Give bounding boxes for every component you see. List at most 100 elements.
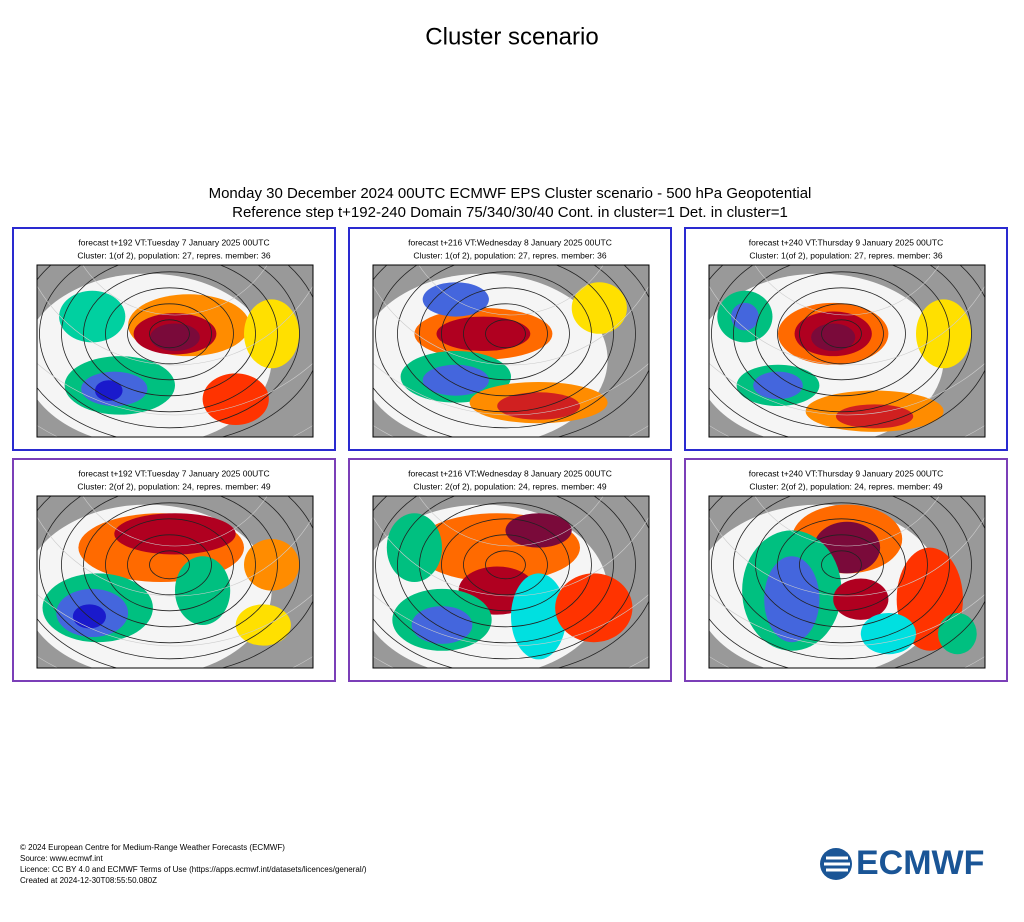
anomaly [436,316,531,351]
subtitle: Monday 30 December 2024 00UTC ECMWF EPS … [209,185,812,202]
footer-line: Licence: CC BY 4.0 and ECMWF Terms of Us… [20,865,367,874]
anomaly [510,573,567,660]
contour [419,271,592,397]
anomaly [114,513,236,555]
panel-line: Cluster: 1(of 2), population: 27, repres… [413,250,607,260]
anomaly [753,371,803,400]
contour [149,319,190,349]
graticule [418,265,604,316]
anomaly [386,513,442,582]
contour [711,496,972,660]
contour [39,496,300,660]
graticule [37,285,313,366]
logo: ECMWF [820,844,984,882]
map-frame [36,495,314,669]
anomaly [202,373,269,425]
contour [375,265,636,429]
graticule [37,593,313,647]
map [373,496,649,668]
graticule [709,362,985,416]
graticule [709,593,985,647]
contour [799,534,884,596]
graticule [373,516,649,597]
map [709,265,985,437]
contour [755,271,928,397]
panel: forecast t+240 VT:Thursday 9 January 202… [684,458,1008,682]
panel: forecast t+192 VT:Tuesday 7 January 2025… [12,458,336,682]
logo-stripes [824,856,850,872]
contour [777,287,906,381]
contour [485,550,526,580]
contour [711,265,972,429]
map-frame [708,264,986,438]
panel-line: forecast t+216 VT:Wednesday 8 January 20… [408,468,612,478]
anomaly [59,290,126,343]
anomaly [94,380,123,401]
panels: forecast t+192 VT:Tuesday 7 January 2025… [12,227,1008,682]
anomaly [571,282,627,334]
contour [105,518,234,612]
anomaly [150,323,200,351]
contour [441,287,570,381]
contour [821,319,862,349]
footer-line: © 2024 European Centre for Medium-Range … [20,843,285,852]
graticule [82,265,268,316]
anomaly [497,392,580,420]
contour [463,303,548,365]
contour [485,319,526,349]
graticule [754,496,940,547]
map [709,496,985,668]
contour [375,496,636,660]
map-frame [372,495,650,669]
graticule [373,362,649,416]
panel-line: Cluster: 2(of 2), population: 24, repres… [749,481,943,491]
contour [799,303,884,365]
graticule [754,265,940,316]
anomaly [916,299,972,369]
anomaly [411,606,473,644]
contour [463,534,548,596]
contour [83,502,256,628]
panel-line: forecast t+192 VT:Tuesday 7 January 2025… [78,237,269,247]
graticule [418,496,604,547]
graticule [709,516,985,597]
title: Cluster scenario [425,23,598,50]
anomaly [764,556,820,643]
panel-line: forecast t+216 VT:Wednesday 8 January 20… [408,237,612,247]
map-frame [372,264,650,438]
contour [397,265,614,413]
anomaly [505,513,572,548]
footer-line: Created at 2024-12-30T08:55:50.080Z [20,876,157,885]
footer-line: Source: www.ecmwf.int [20,854,103,863]
graticule [373,285,649,366]
panel-line: forecast t+192 VT:Tuesday 7 January 2025… [78,468,269,478]
panel-line: Cluster: 2(of 2), population: 24, repres… [77,481,271,491]
logo-text: ECMWF [856,844,984,882]
contour [821,550,862,580]
map-frame [36,264,314,438]
panel: forecast t+216 VT:Wednesday 8 January 20… [348,458,672,682]
contour [61,496,278,644]
contour [397,496,614,644]
graticule [709,285,985,366]
panel: forecast t+192 VT:Tuesday 7 January 2025… [12,227,336,451]
map-frame [708,495,986,669]
graticule [37,362,313,416]
anomaly [833,578,889,620]
map [37,496,313,668]
anomaly [244,539,300,591]
panel-line: Cluster: 1(of 2), population: 27, repres… [77,250,271,260]
anomaly [72,604,106,629]
anomaly [731,302,759,331]
contour [755,502,928,628]
contour [777,518,906,612]
contour [127,534,212,596]
contour [733,265,950,413]
contour [105,287,234,381]
graticule [373,593,649,647]
anomaly [860,612,917,655]
anomaly [422,282,489,317]
map [373,265,649,437]
map [37,265,313,437]
graticule [37,516,313,597]
